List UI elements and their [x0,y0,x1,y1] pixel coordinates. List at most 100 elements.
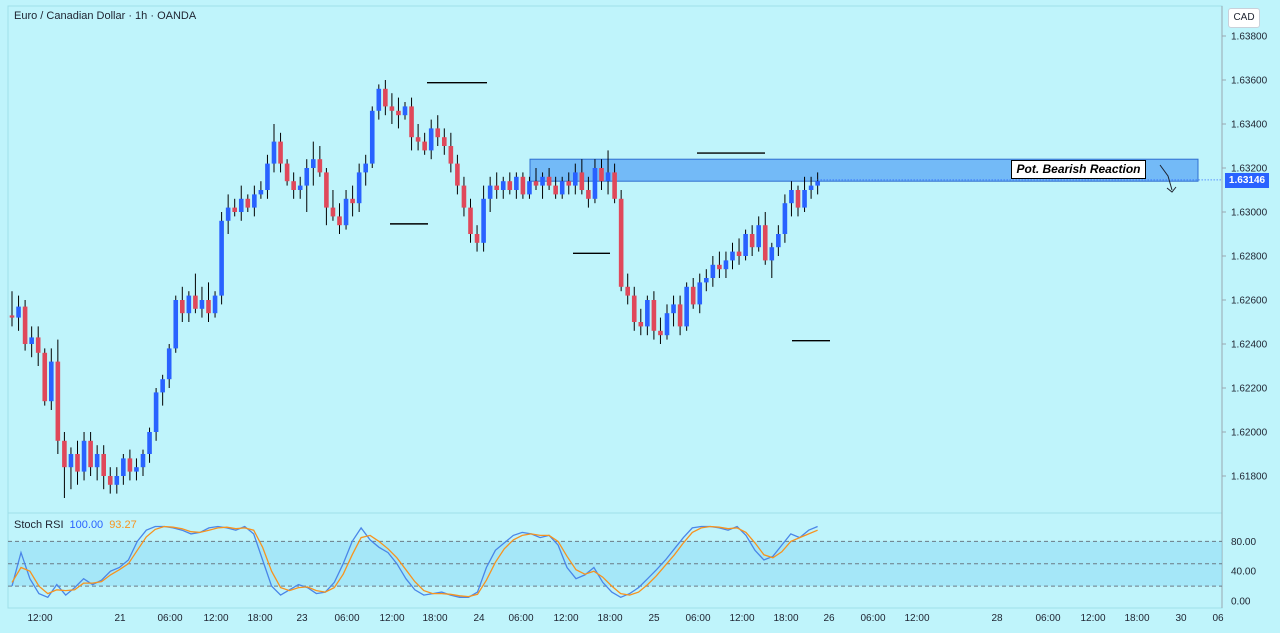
candle-body [494,185,499,190]
candle-body [350,198,355,204]
support-resistance-markers [390,81,830,342]
candles [9,80,1222,498]
candle-body [376,88,382,111]
candle-body [677,304,683,327]
time-tick-label: 25 [648,613,660,624]
candle-body [271,141,277,164]
candle-body [101,454,106,476]
candle-body [461,185,467,208]
candle-body [337,216,342,226]
arrow-shaft [1159,164,1173,191]
candle-body [618,198,624,287]
candle-body [49,361,54,402]
candle-body [238,198,244,212]
candle-body [723,260,729,270]
candle-body [592,168,598,199]
stoch-rsi-label: Stoch RSI [14,519,64,531]
candle-body [573,172,578,186]
time-tick-label: 21 [114,613,126,624]
rsi-tick-label: 80.00 [1231,537,1256,548]
candle-body [62,440,67,468]
candle-body [225,207,231,221]
stoch-rsi-k-value: 100.00 [69,519,104,531]
candle-body [710,264,716,278]
time-tick-label: 06:00 [334,613,359,624]
time-tick-label: 26 [823,613,835,624]
candle-body [9,315,15,318]
rsi-tick-label: 0.00 [1231,597,1251,608]
stoch-rsi-legend: Stoch RSI 100.00 93.27 [14,519,137,531]
candle-body [717,264,722,270]
candle-body [756,225,761,248]
candle-body [546,176,552,186]
candle-body [520,176,526,195]
candle-body [795,190,801,208]
time-tick-label: 06:00 [157,613,182,624]
candle-body [186,295,192,314]
candle-body [396,110,401,116]
time-tick-label: 23 [296,613,308,624]
candle-body [808,185,814,190]
candle-body [363,163,368,173]
candle-body [638,322,644,327]
candle-body [435,128,441,138]
time-tick-label: 12:00 [203,613,228,624]
price-tick-label: 1.62800 [1231,252,1268,263]
candle-body [599,168,604,182]
candle-body [389,106,395,111]
time-tick-label: 18:00 [1124,613,1149,624]
currency-button[interactable]: CAD [1228,8,1260,28]
candle-body [369,110,375,164]
candle-body [605,172,611,182]
bearish-reaction-label: Pot. Bearish Reaction [1011,160,1146,179]
candle-body [422,141,427,151]
candle-body [645,300,650,327]
time-tick-label: 12:00 [1080,613,1105,624]
candle-body [180,300,185,314]
rsi-tick-label: 40.00 [1231,567,1256,578]
candle-body [704,278,709,283]
candle-body [514,176,519,190]
candle-body [684,286,689,327]
time-tick-label: 06 [1212,613,1224,624]
candle-body [383,88,388,107]
candle-body [140,454,146,468]
candle-body [258,190,264,195]
time-tick-label: 06:00 [685,613,710,624]
candle-body [245,198,251,208]
price-tick-label: 1.62000 [1231,428,1268,439]
candle-body [631,295,637,322]
candle-body [193,295,198,309]
candle-body [428,128,434,151]
price-tick-label: 1.63000 [1231,208,1268,219]
candle-body [107,476,113,485]
candle-body [160,379,165,393]
rsi-axis-ticks: 80.00 40.00 0.00 [1231,537,1256,608]
candle-body [802,190,807,208]
candle-body [730,251,735,261]
candle-body [55,361,61,441]
stoch-rsi-lines [11,525,818,599]
candle-body [474,234,480,243]
chart-title: Euro / Canadian Dollar · 1h · OANDA [14,10,197,22]
candle-body [324,172,329,208]
candle-body [559,181,565,195]
candle-body [75,454,80,472]
candle-body [762,225,768,261]
time-tick-label: 18:00 [597,613,622,624]
candle-body [658,330,663,336]
rsi-band [8,540,1222,587]
candle-body [500,181,506,190]
candle-body [297,185,303,190]
candle-body [566,181,572,186]
candle-body [409,106,414,138]
candle-body [114,476,120,485]
price-axis-ticks: 1.63800 1.63600 1.63400 1.63200 1.63000 1.628… [1222,32,1268,483]
time-tick-label: 18:00 [773,613,798,624]
time-tick-label: 28 [991,613,1003,624]
candle-body [468,207,473,234]
candle-body [671,304,676,314]
candle-body [651,300,657,331]
candle-body [553,185,558,195]
time-tick-label: 12:00 [379,613,404,624]
